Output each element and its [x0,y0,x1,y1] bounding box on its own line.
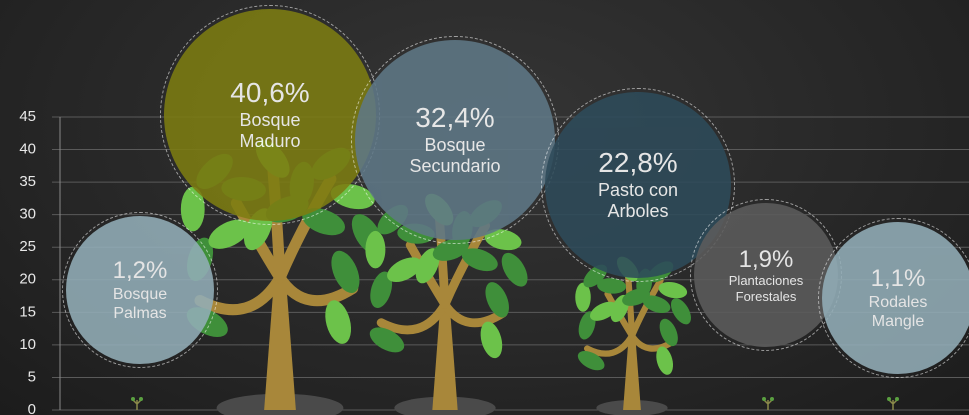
value-label: 32,4% [415,102,495,134]
leaf [370,271,393,308]
tree [131,397,143,410]
leaf [762,397,766,401]
branch [274,272,359,307]
leaf [658,281,688,299]
branch [376,300,450,335]
trunk [264,264,296,410]
category-label: Bosque [239,109,301,130]
leaf [480,321,503,359]
sprout [132,399,142,410]
leaf [131,397,135,401]
category-label: Arboles [607,201,669,222]
trunk [432,293,458,410]
leaf [325,300,352,344]
category-label: Palmas [113,304,167,322]
bubble: 1,9% Plantaciones Forestales [694,203,838,347]
leaf [575,282,591,312]
y-tick-label: 30 [19,206,36,223]
leaf [387,257,422,283]
leaf [461,248,498,272]
leaf [656,346,674,375]
bubble-ring [818,218,969,378]
category-label: Forestales [735,288,797,304]
y-tick-label: 0 [28,401,36,415]
leaf [501,252,528,287]
leaf [670,298,691,325]
y-tick-label: 10 [19,336,36,353]
leaf [642,295,671,314]
leaf [485,282,509,318]
tree [887,397,899,410]
y-tick-label: 5 [28,368,36,385]
bubble-ring [541,88,735,282]
leaf [770,397,774,401]
leaf [577,350,605,371]
category-label: Plantaciones [728,273,804,289]
y-tick-label: 15 [19,303,36,320]
value-label: 22,8% [598,147,678,179]
category-label: Bosque [112,285,168,303]
category-label: Pasto con [597,179,679,200]
leaf [659,318,678,347]
category-label: Secundario [409,156,501,177]
bubble-ring [62,212,218,368]
sprout [888,399,898,410]
y-tick-label: 40 [19,141,36,158]
leaf [895,397,899,401]
leaf [590,301,617,321]
bubble: 1,1% Rodales Mangle [822,222,969,374]
branch [440,300,508,328]
leaf [597,278,627,294]
category-label: Mangle [871,312,925,330]
leaf [139,397,143,401]
trunk [623,328,641,410]
sprout [763,399,773,410]
leaf [331,250,360,293]
leaf [415,248,440,284]
leaf [432,238,469,261]
value-label: 1,2% [112,257,168,285]
leaf [365,230,386,269]
y-tick-label: 35 [19,173,36,190]
value-label: 1,9% [738,245,794,273]
bubble: 32,4% Bosque Secundario [355,40,555,240]
category-label: Bosque [424,134,486,155]
y-tick-label: 45 [19,108,36,125]
leaf [622,288,651,306]
bubble: 40,6% Bosque Maduro [164,9,376,221]
leaf [887,397,891,401]
value-label: 1,1% [870,265,926,293]
leaf [369,327,405,353]
bubble: 1,2% Bosque Palmas [66,216,214,364]
leaf [208,219,250,249]
branch [583,332,636,357]
y-tick-label: 25 [19,238,36,255]
tree [762,397,774,410]
category-label: Rodales [868,293,928,311]
y-tick-label: 20 [19,271,36,288]
category-label: Maduro [239,131,301,152]
value-label: 40,6% [230,77,310,109]
